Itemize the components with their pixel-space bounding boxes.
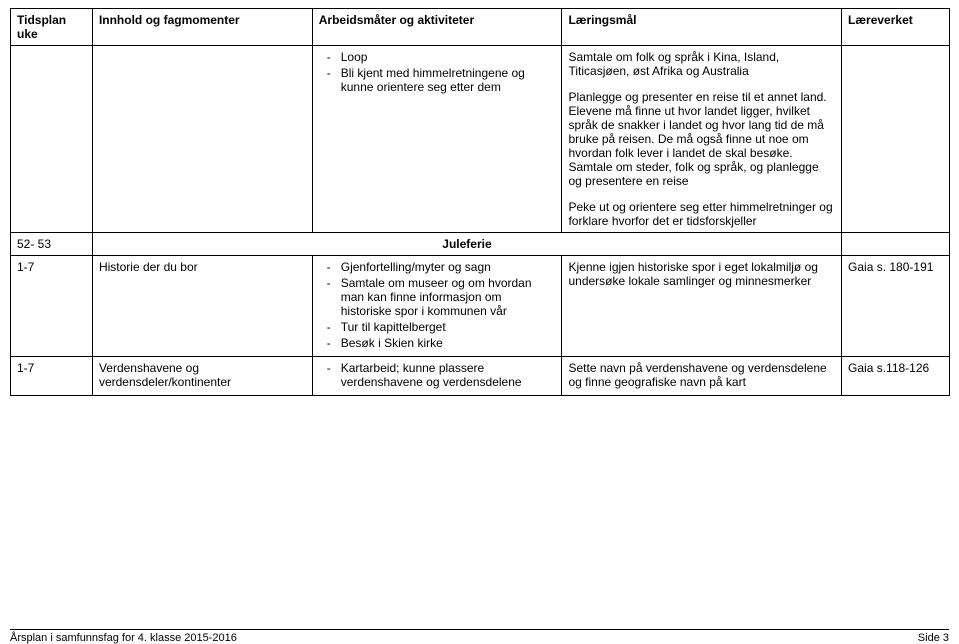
table-row-juleferie: 52- 53 Juleferie — [11, 233, 950, 256]
cell-arbeid: Loop Bli kjent med himmelretningene og k… — [312, 46, 562, 233]
cell-innhold — [92, 46, 312, 233]
list-item: Loop — [331, 50, 556, 64]
arbeid-list: Loop Bli kjent med himmelretningene og k… — [319, 50, 556, 94]
header-verk: Læreverket — [842, 9, 950, 46]
cell-tidsplan — [11, 46, 93, 233]
header-tidsplan: Tidsplan uke — [11, 9, 93, 46]
list-item: Kartarbeid; kunne plassere verdenshavene… — [331, 361, 556, 389]
footer-right: Side 3 — [918, 632, 949, 644]
cell-arbeid: Gjenfortelling/myter og sagn Samtale om … — [312, 256, 562, 357]
cell-verk: Gaia s. 180-191 — [842, 256, 950, 357]
cell-tidsplan: 1-7 — [11, 256, 93, 357]
cell-verk — [842, 46, 950, 233]
cell-innhold: Historie der du bor — [92, 256, 312, 357]
cell-juleferie: Juleferie — [92, 233, 841, 256]
laering-para: Peke ut og orientere seg etter himmelret… — [568, 200, 835, 228]
list-item: Bli kjent med himmelretningene og kunne … — [331, 66, 556, 94]
cell-tidsplan: 52- 53 — [11, 233, 93, 256]
laering-para: Samtale om folk og språk i Kina, Island,… — [568, 50, 835, 78]
header-arbeid: Arbeidsmåter og aktiviteter — [312, 9, 562, 46]
list-item: Tur til kapittelberget — [331, 320, 556, 334]
cell-laering: Sette navn på verdenshavene og verdensde… — [562, 357, 842, 396]
laering-para: Planlegge og presenter en reise til et a… — [568, 90, 835, 188]
cell-laering: Samtale om folk og språk i Kina, Island,… — [562, 46, 842, 233]
cell-laering: Kjenne igjen historiske spor i eget loka… — [562, 256, 842, 357]
list-item: Besøk i Skien kirke — [331, 336, 556, 350]
cell-verk — [842, 233, 950, 256]
header-innhold: Innhold og fagmomenter — [92, 9, 312, 46]
table-row: 1-7 Verdenshavene og verdensdeler/kontin… — [11, 357, 950, 396]
footer-left: Årsplan i samfunnsfag for 4. klasse 2015… — [10, 632, 237, 644]
arbeid-list: Kartarbeid; kunne plassere verdenshavene… — [319, 361, 556, 389]
arbeid-list: Gjenfortelling/myter og sagn Samtale om … — [319, 260, 556, 350]
cell-innhold: Verdenshavene og verdensdeler/kontinente… — [92, 357, 312, 396]
curriculum-table: Tidsplan uke Innhold og fagmomenter Arbe… — [10, 8, 950, 396]
list-item: Gjenfortelling/myter og sagn — [331, 260, 556, 274]
header-laering: Læringsmål — [562, 9, 842, 46]
table-row: 1-7 Historie der du bor Gjenfortelling/m… — [11, 256, 950, 357]
cell-verk: Gaia s.118-126 — [842, 357, 950, 396]
table-row: Loop Bli kjent med himmelretningene og k… — [11, 46, 950, 233]
cell-tidsplan: 1-7 — [11, 357, 93, 396]
header-row: Tidsplan uke Innhold og fagmomenter Arbe… — [11, 9, 950, 46]
cell-arbeid: Kartarbeid; kunne plassere verdenshavene… — [312, 357, 562, 396]
page-footer: Årsplan i samfunnsfag for 4. klasse 2015… — [10, 629, 949, 644]
list-item: Samtale om museer og om hvordan man kan … — [331, 276, 556, 318]
